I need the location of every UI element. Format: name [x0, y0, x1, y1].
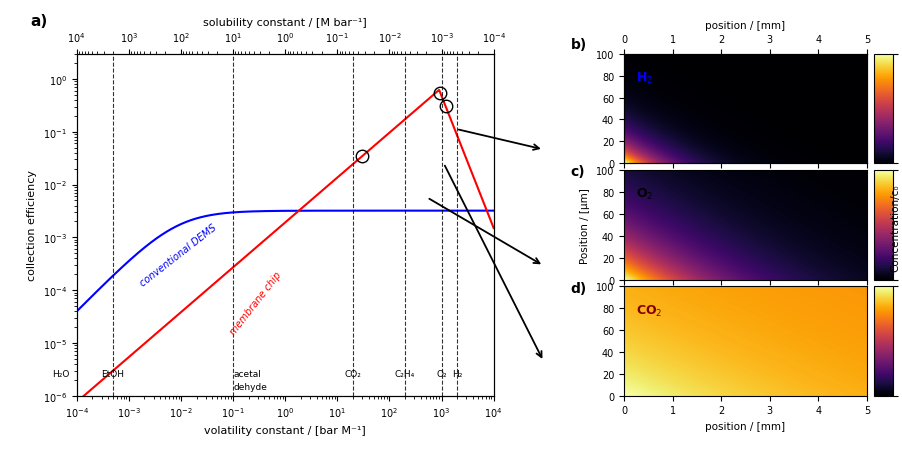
Text: O$_2$: O$_2$ [636, 187, 653, 202]
Text: O₂: O₂ [437, 369, 446, 378]
Text: H₂: H₂ [452, 369, 463, 378]
Y-axis label: collection efficiency: collection efficiency [27, 170, 37, 281]
Text: H$_2$: H$_2$ [636, 71, 653, 86]
Text: c): c) [570, 165, 585, 179]
X-axis label: solubility constant / [M bar⁻¹]: solubility constant / [M bar⁻¹] [203, 18, 367, 28]
Text: conventional DEMS: conventional DEMS [138, 222, 218, 288]
Text: a): a) [31, 14, 48, 29]
Text: H₂O: H₂O [52, 369, 69, 378]
Text: CO$_2$: CO$_2$ [636, 303, 663, 318]
Text: acetal: acetal [233, 369, 261, 378]
Text: C₂H₄: C₂H₄ [395, 369, 415, 378]
Text: CO₂: CO₂ [345, 369, 362, 378]
Text: EtOH: EtOH [102, 369, 124, 378]
Text: d): d) [570, 281, 587, 295]
Text: b): b) [570, 38, 587, 52]
X-axis label: position / [mm]: position / [mm] [705, 21, 786, 31]
Text: dehyde: dehyde [233, 382, 267, 391]
Y-axis label: Position / [μm]: Position / [μm] [580, 187, 590, 263]
X-axis label: position / [mm]: position / [mm] [705, 421, 786, 431]
X-axis label: volatility constant / [bar M⁻¹]: volatility constant / [bar M⁻¹] [204, 425, 366, 435]
Text: membrane chip: membrane chip [228, 269, 283, 336]
Text: Concentration/c₀: Concentration/c₀ [890, 184, 900, 271]
